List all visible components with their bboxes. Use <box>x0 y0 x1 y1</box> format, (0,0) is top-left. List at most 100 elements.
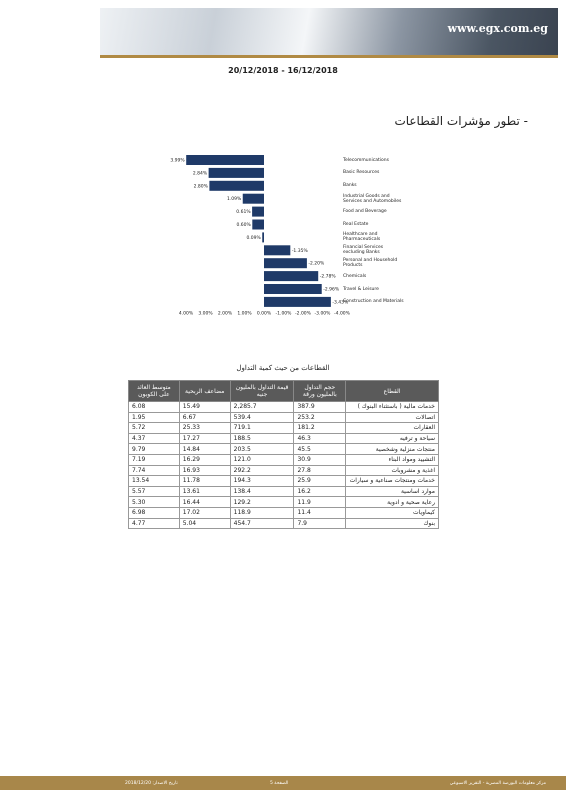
column-header: قيمة التداول بالمليون جنيه <box>229 380 295 402</box>
footer-right: مركز معلومات البورصة المصرية - التقرير ا… <box>449 781 546 786</box>
cell-value: 188.5 <box>229 432 295 445</box>
category-label: Banks <box>343 183 357 189</box>
cell-value: 118.9 <box>229 506 295 519</box>
table-row: العقارات 181.2 719.1 25.33 5.72 <box>128 422 439 434</box>
cell-value: 16.29 <box>178 453 231 466</box>
cell-value: 17.02 <box>178 506 231 519</box>
cell-value: 138.4 <box>229 485 295 498</box>
value-label: -3.43% <box>332 299 349 305</box>
sector-name: العقارات <box>345 422 439 434</box>
cell-value: 7.9 <box>293 517 347 530</box>
footer: مركز معلومات البورصة المصرية - التقرير ا… <box>0 776 566 790</box>
cell-value: 539.4 <box>229 411 295 424</box>
cell-value: 1.95 <box>128 411 180 424</box>
x-tick-label: 2.00% <box>218 311 233 317</box>
column-header: مضاعف الربحية <box>178 380 231 402</box>
bar <box>264 296 331 307</box>
cell-value: 719.1 <box>229 422 295 434</box>
sector-name: اتصالات <box>345 411 439 424</box>
x-tick-label: -2.00% <box>295 311 312 317</box>
column-header: القطاع <box>345 380 439 402</box>
value-label: -1.35% <box>292 248 309 254</box>
sector-name: خدمات مالية ( باستثناء البنوك ) <box>345 401 439 413</box>
column-header: حجم التداول بالمليون ورقة <box>293 380 347 402</box>
cell-value: 253.2 <box>293 411 347 424</box>
cell-value: 4.77 <box>128 517 180 530</box>
table-row: بنوك 7.9 454.7 5.04 4.77 <box>128 517 439 530</box>
cell-value: 5.04 <box>178 517 231 530</box>
cell-value: 46.3 <box>293 432 347 445</box>
cell-value: 11.78 <box>178 475 231 487</box>
cell-value: 121.0 <box>229 453 295 466</box>
bar <box>264 271 319 282</box>
cell-value: 6.67 <box>178 411 231 424</box>
bar <box>252 219 264 230</box>
x-tick-label: -1.00% <box>276 311 293 317</box>
section-title: - تطور مؤشرات القطاعات <box>394 114 528 128</box>
header-row: القطاع حجم التداول بالمليون ورقة قيمة التد… <box>128 380 439 402</box>
cell-value: 6.98 <box>128 506 180 519</box>
bar <box>264 245 291 256</box>
cell-value: 129.2 <box>229 496 295 508</box>
x-tick-label: -4.00% <box>334 311 351 317</box>
cell-value: 203.5 <box>229 443 295 455</box>
date-range: 20/12/2018 - 16/12/2018 <box>228 66 338 75</box>
sector-name: موارد اساسية <box>345 485 439 498</box>
value-label: 0.09% <box>246 235 261 241</box>
bar <box>252 206 264 217</box>
cell-value: 194.3 <box>229 475 295 487</box>
cell-value: 7.19 <box>128 453 180 466</box>
value-label: -2.20% <box>308 261 325 267</box>
category-label: Industrial Goods and Services and Automo… <box>343 193 402 204</box>
chart: 4.00% 3.00% 2.00% 1.00% 0.00% -1.00% -2.00% -3.… <box>170 155 351 317</box>
value-label: 1.09% <box>227 196 242 202</box>
cell-value: 15.49 <box>178 401 231 413</box>
bar <box>242 193 264 204</box>
category-label: Food and Beverage <box>343 209 387 215</box>
table-row: كيماويات 11.4 118.9 17.02 6.98 <box>128 506 439 519</box>
cell-value: 5.57 <box>128 485 180 498</box>
footer-left: تاريخ الاصدار: 2018/12/20 <box>125 781 178 786</box>
cell-value: 5.72 <box>128 422 180 434</box>
table-row: اتصالات 253.2 539.4 6.67 1.95 <box>128 411 439 424</box>
table-row: سياحة و ترفيه 46.3 188.5 17.27 4.37 <box>128 432 439 445</box>
x-tick-label: 4.00% <box>179 311 194 317</box>
sector-table: القطاع حجم التداول بالمليون ورقة قيمة التد… <box>128 380 439 530</box>
cell-value: 13.61 <box>178 485 231 498</box>
value-label: 2.80% <box>194 183 209 189</box>
cell-value: 387.9 <box>293 401 347 413</box>
cell-value: 5.30 <box>128 496 180 508</box>
sector-name: كيماويات <box>345 506 439 519</box>
cell-value: 13.54 <box>128 475 180 487</box>
sector-name: اغذية و مشروبات <box>345 464 439 477</box>
cell-value: 6.08 <box>128 401 180 413</box>
x-tick-label: 3.00% <box>198 311 213 317</box>
category-label: Basic Resources <box>343 170 380 176</box>
category-label: Personal and Household Products <box>343 258 398 269</box>
cell-value: 7.74 <box>128 464 180 477</box>
bar <box>208 167 264 178</box>
bar <box>262 232 264 243</box>
sector-name: خدمات ومنتجات صناعية و سيارات <box>345 475 439 487</box>
category-label: Real Estate <box>343 222 369 227</box>
category-label: Travel & Leisure <box>343 286 379 292</box>
category-label: Financial Services excluding Banks <box>343 245 384 256</box>
value-label: -2.96% <box>323 287 340 293</box>
cell-value: 16.44 <box>178 496 231 508</box>
cell-value: 27.8 <box>293 464 347 477</box>
table-row: رعاية صحية و ادوية 11.9 129.2 16.44 5.30 <box>128 496 439 508</box>
value-label: 2.84% <box>193 170 208 176</box>
cell-value: 4.37 <box>128 432 180 445</box>
cell-value: 17.27 <box>178 432 231 445</box>
value-label: 0.60% <box>237 222 252 228</box>
category-label: Telecommunications <box>343 157 389 163</box>
column-header: متوسط العائد على الكوبون <box>128 380 180 402</box>
x-tick-label: 1.00% <box>237 311 252 317</box>
table-row: خدمات مالية ( باستثناء البنوك ) 387.9 2,28… <box>128 401 439 413</box>
category-label: Chemicals <box>343 273 367 279</box>
bar <box>264 258 307 269</box>
cell-value: 181.2 <box>293 422 347 434</box>
bar <box>209 180 264 191</box>
category-label: Construction and Materials <box>343 299 404 305</box>
